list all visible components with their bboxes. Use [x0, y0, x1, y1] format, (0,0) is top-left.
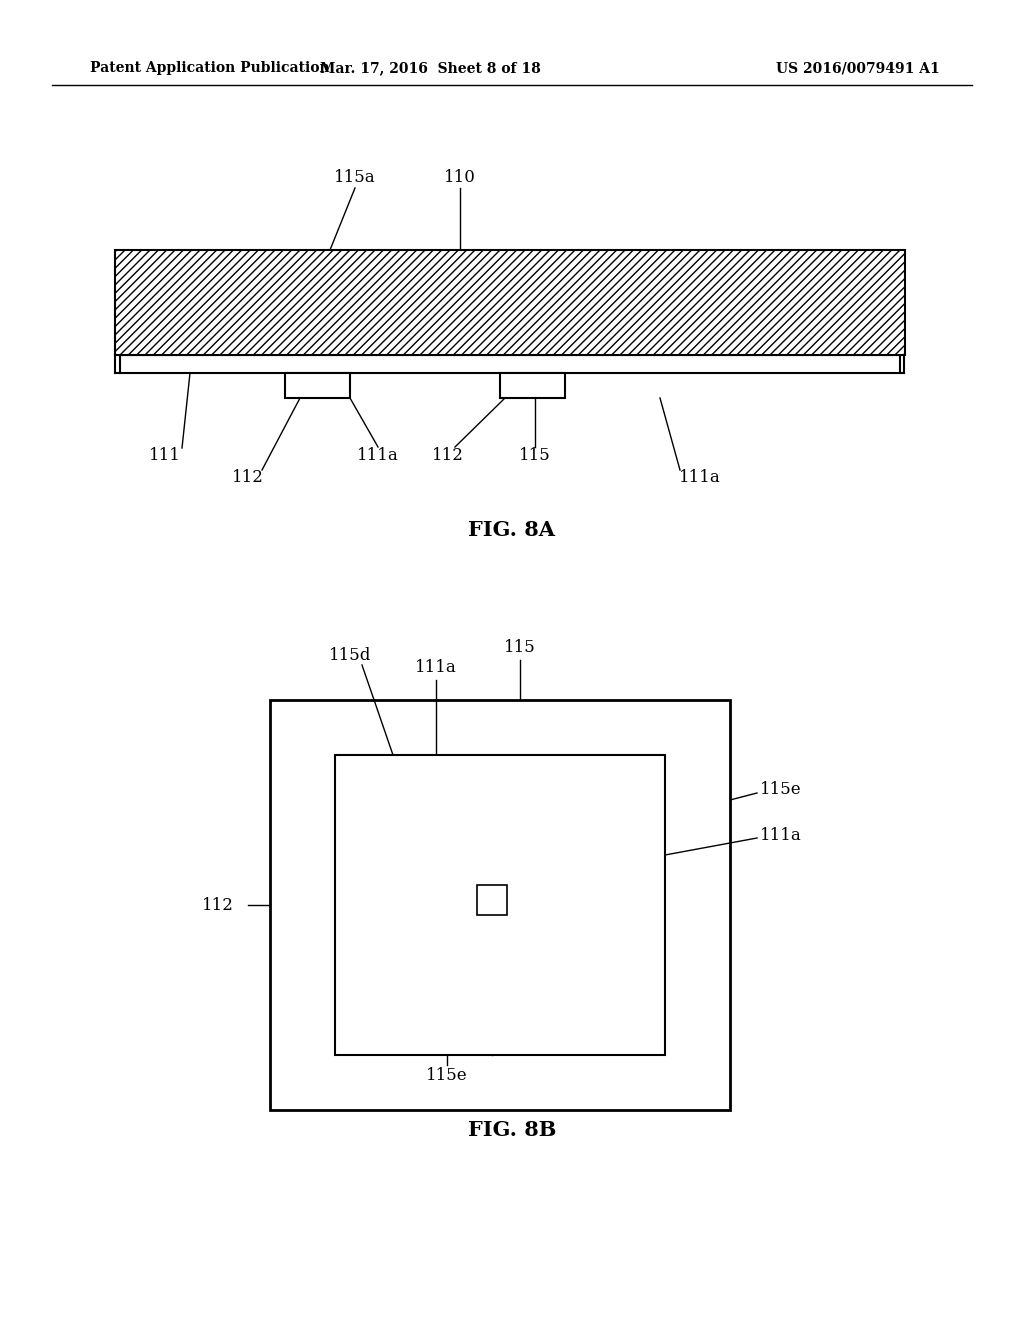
Bar	[285, 374, 350, 399]
Bar	[500, 374, 565, 399]
Text: Mar. 17, 2016  Sheet 8 of 18: Mar. 17, 2016 Sheet 8 of 18	[319, 61, 541, 75]
Text: Patent Application Publication: Patent Application Publication	[90, 61, 330, 75]
Text: 111: 111	[150, 446, 181, 463]
Text: 115d: 115d	[329, 647, 371, 664]
Text: 115: 115	[519, 446, 551, 463]
Bar	[270, 700, 730, 1110]
Text: 110: 110	[444, 169, 476, 186]
Text: 111a: 111a	[679, 470, 721, 487]
Text: 111a: 111a	[357, 446, 399, 463]
Text: 111a: 111a	[760, 826, 802, 843]
Bar	[335, 755, 665, 1055]
Text: 115a: 115a	[334, 169, 376, 186]
Text: 115e: 115e	[760, 781, 802, 799]
Text: US 2016/0079491 A1: US 2016/0079491 A1	[776, 61, 940, 75]
Text: 115e: 115e	[426, 1067, 468, 1084]
Text: 111a: 111a	[415, 660, 457, 676]
Text: 115: 115	[504, 639, 536, 656]
Text: 112: 112	[202, 896, 233, 913]
Bar	[120, 355, 900, 374]
Bar	[477, 884, 507, 915]
Text: 112: 112	[432, 446, 464, 463]
Text: FIG. 8A: FIG. 8A	[469, 520, 555, 540]
Text: FIG. 8B: FIG. 8B	[468, 1119, 556, 1140]
Bar	[115, 249, 905, 355]
Text: 112: 112	[232, 470, 264, 487]
